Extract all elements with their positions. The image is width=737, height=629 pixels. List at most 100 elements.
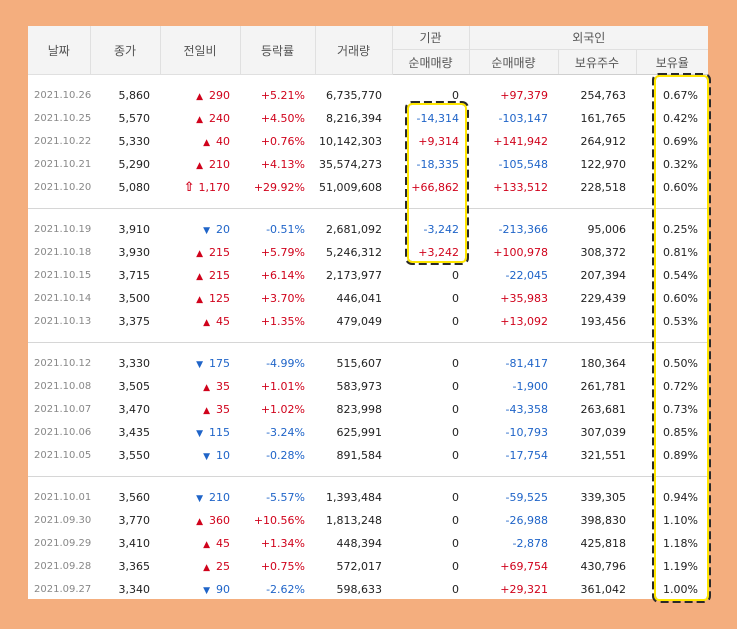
change-value: 240 [209, 112, 230, 125]
close-cell: 3,365 [118, 560, 151, 573]
date-cell: 2021.09.27 [34, 584, 92, 595]
change-value: 35 [216, 380, 230, 393]
change-value: 115 [209, 426, 230, 439]
table-row: 2021.10.01 3,560 ▼ 210 -5.57% 1,393,484 0 -59,5… [28, 486, 708, 509]
inst-net-cell: 0 [452, 292, 459, 305]
foreign-net-cell: +69,754 [500, 560, 548, 573]
triangle-up-icon: ▲ [196, 249, 203, 259]
close-cell: 5,080 [118, 181, 151, 194]
header-institution: 기관 [392, 26, 470, 50]
inst-net-cell: 0 [452, 403, 459, 416]
volume-cell: 891,584 [336, 449, 383, 462]
foreign-ratio-cell: 0.53% [663, 315, 698, 328]
table-row: 2021.10.25 5,570 ▲ 240 +4.50% 8,216,394 -14,31… [28, 107, 708, 130]
table-row: 2021.10.26 5,860 ▲ 290 +5.21% 6,735,770 0 +97,3… [28, 84, 708, 107]
foreign-holdings-cell: 161,765 [580, 112, 627, 125]
change-cell: ▼ 115 [160, 421, 240, 444]
foreign-ratio-cell: 0.69% [663, 135, 698, 148]
foreign-net-cell: -2,878 [512, 537, 548, 550]
inst-net-cell: 0 [452, 269, 459, 282]
rate-cell: +6.14% [260, 269, 305, 282]
table-row: 2021.10.19 3,910 ▼ 20 -0.51% 2,681,092 -3,242 -… [28, 218, 708, 241]
triangle-up-icon: ▲ [196, 92, 203, 102]
table-row: 2021.10.21 5,290 ▲ 210 +4.13% 35,574,273 -18,3… [28, 153, 708, 176]
triangle-up-icon: ▲ [203, 563, 210, 573]
foreign-ratio-cell: 0.42% [663, 112, 698, 125]
foreign-holdings-cell: 180,364 [580, 357, 627, 370]
foreign-holdings-cell: 229,439 [580, 292, 627, 305]
table-row: 2021.10.20 5,080 ⇧ 1,170 +29.92% 51,009,608 +6… [28, 176, 708, 199]
foreign-ratio-cell: 0.72% [663, 380, 698, 393]
rate-cell: +5.21% [260, 89, 305, 102]
volume-cell: 598,633 [336, 583, 383, 596]
foreign-holdings-cell: 339,305 [580, 491, 627, 504]
date-cell: 2021.09.29 [34, 538, 92, 549]
close-cell: 5,860 [118, 89, 151, 102]
volume-cell: 5,246,312 [326, 246, 382, 259]
foreign-net-cell: -26,988 [505, 514, 548, 527]
date-cell: 2021.10.22 [34, 136, 92, 147]
foreign-holdings-cell: 228,518 [580, 181, 627, 194]
change-cell: ▼ 10 [160, 444, 240, 467]
inst-net-cell: +66,862 [411, 181, 459, 194]
change-cell: ▲ 240 [160, 107, 240, 130]
date-cell: 2021.10.18 [34, 247, 92, 258]
close-cell: 3,330 [118, 357, 151, 370]
close-cell: 5,330 [118, 135, 151, 148]
foreign-net-cell: -81,417 [505, 357, 548, 370]
foreign-holdings-cell: 425,818 [580, 537, 627, 550]
rate-cell: -2.62% [266, 583, 305, 596]
foreign-net-cell: +35,983 [500, 292, 548, 305]
date-cell: 2021.10.05 [34, 450, 92, 461]
table-row: 2021.09.28 3,365 ▲ 25 +0.75% 572,017 0 +69,754 4… [28, 555, 708, 578]
institution-highlight-box [405, 101, 469, 265]
table-row: 2021.09.30 3,770 ▲ 360 +10.56% 1,813,248 0 -26,… [28, 509, 708, 532]
change-cell: ▼ 210 [160, 486, 240, 509]
change-cell: ▼ 20 [160, 218, 240, 241]
foreign-net-cell: -103,147 [498, 112, 548, 125]
foreign-holdings-cell: 122,970 [580, 158, 627, 171]
close-cell: 3,340 [118, 583, 151, 596]
change-value: 10 [216, 449, 230, 462]
rate-cell: -4.99% [266, 357, 305, 370]
close-cell: 5,290 [118, 158, 151, 171]
change-cell: ▲ 35 [160, 398, 240, 421]
rate-cell: +10.56% [253, 514, 305, 527]
inst-net-cell: 0 [452, 583, 459, 596]
stock-trading-table-panel: 날짜 종가 전일비 등락률 거래량 기관 외국인 순매매량 순매매량 보유주수 … [28, 26, 708, 599]
foreign-holdings-cell: 261,781 [580, 380, 627, 393]
rate-cell: +3.70% [260, 292, 305, 305]
volume-cell: 583,973 [336, 380, 383, 393]
foreign-ratio-cell: 0.60% [663, 292, 698, 305]
rate-cell: +0.75% [260, 560, 305, 573]
change-value: 90 [216, 583, 230, 596]
date-cell: 2021.09.30 [34, 515, 92, 526]
triangle-up-icon: ▲ [203, 318, 210, 328]
foreign-net-cell: +141,942 [493, 135, 548, 148]
foreign-net-cell: -59,525 [505, 491, 548, 504]
rate-cell: +1.02% [260, 403, 305, 416]
triangle-down-icon: ▼ [203, 452, 210, 462]
change-cell: ▼ 175 [160, 352, 240, 375]
foreign-ratio-cell: 0.25% [663, 223, 698, 236]
inst-net-cell: -14,314 [416, 112, 459, 125]
inst-net-cell: 0 [452, 514, 459, 527]
inst-net-cell: 0 [452, 357, 459, 370]
change-cell: ▲ 215 [160, 241, 240, 264]
change-value: 40 [216, 135, 230, 148]
close-cell: 3,930 [118, 246, 151, 259]
volume-cell: 823,998 [336, 403, 383, 416]
foreign-net-cell: -105,548 [498, 158, 548, 171]
foreign-holdings-cell: 361,042 [580, 583, 627, 596]
triangle-down-icon: ▼ [196, 429, 203, 439]
rate-cell: +5.79% [260, 246, 305, 259]
header-rate: 등락률 [240, 26, 316, 75]
close-cell: 5,570 [118, 112, 151, 125]
table-row: 2021.09.29 3,410 ▲ 45 +1.34% 448,394 0 -2,878 42… [28, 532, 708, 555]
volume-cell: 6,735,770 [326, 89, 382, 102]
triangle-up-icon: ▲ [196, 272, 203, 282]
header-foreign-holdings: 보유주수 [558, 49, 637, 75]
rate-cell: +0.76% [260, 135, 305, 148]
close-cell: 3,435 [118, 426, 151, 439]
change-value: 45 [216, 537, 230, 550]
